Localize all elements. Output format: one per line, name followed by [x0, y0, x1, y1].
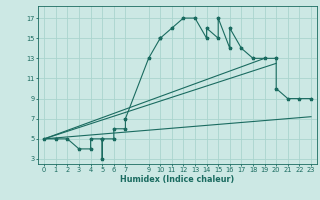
X-axis label: Humidex (Indice chaleur): Humidex (Indice chaleur) — [120, 175, 235, 184]
